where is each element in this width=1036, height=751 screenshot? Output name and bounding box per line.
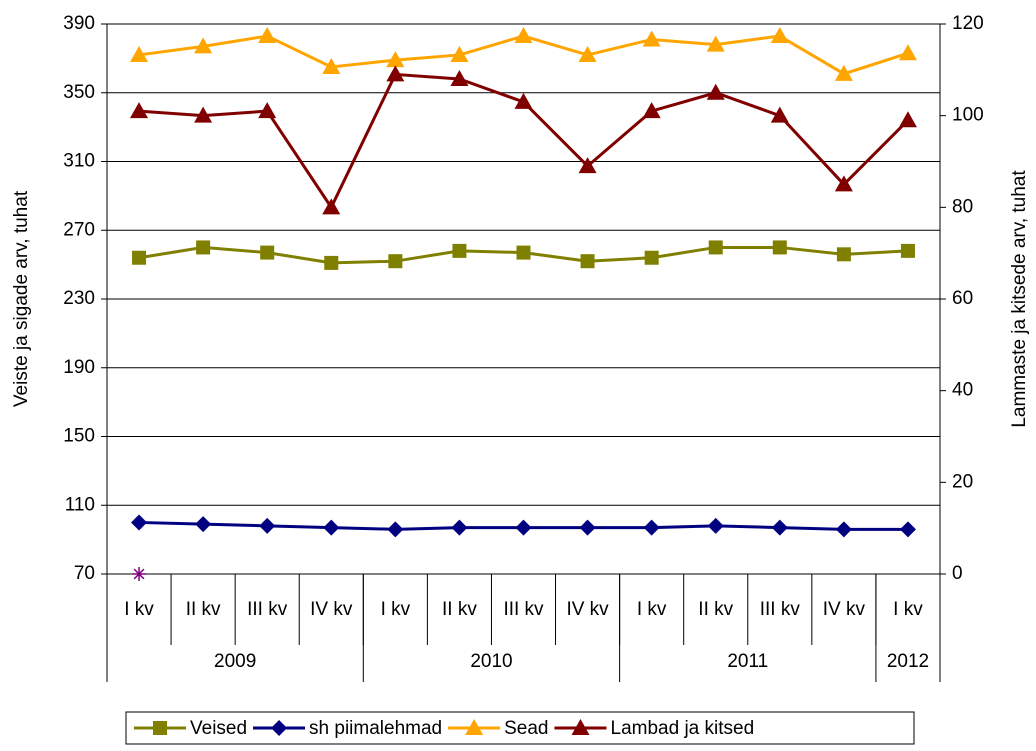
- marker: [132, 250, 147, 265]
- y-tick-label: 150: [63, 426, 95, 447]
- y2-tick-label: 60: [952, 288, 973, 309]
- legend-label: Sead: [504, 718, 548, 739]
- y2-tick-label: 20: [952, 471, 973, 492]
- legend-label: Veised: [190, 718, 247, 739]
- marker: [386, 51, 405, 68]
- marker: [386, 65, 405, 82]
- marker: [258, 27, 277, 44]
- marker: [465, 719, 484, 735]
- marker: [388, 254, 403, 269]
- marker: [451, 519, 468, 536]
- marker: [580, 254, 595, 269]
- marker: [707, 517, 724, 534]
- y-tick-label: 390: [63, 13, 95, 34]
- marker: [132, 567, 147, 581]
- marker: [578, 157, 597, 174]
- marker: [772, 240, 787, 255]
- group-label: 2011: [727, 651, 768, 672]
- x-tick-label: III kv: [503, 599, 544, 620]
- legend-label: sh piimalehmad: [309, 718, 442, 739]
- x-tick-label: I kv: [381, 599, 411, 620]
- y-tick-label: 110: [65, 494, 95, 515]
- marker: [194, 37, 213, 54]
- x-tick-label: IV kv: [310, 599, 353, 620]
- marker: [387, 521, 404, 538]
- y-axis-label: Veiste ja sigade arv, tuhat: [11, 190, 32, 407]
- x-tick-label: II kv: [698, 599, 733, 620]
- marker: [834, 64, 853, 81]
- y-tick-label: 70: [74, 563, 95, 584]
- marker: [835, 521, 852, 538]
- marker: [131, 514, 148, 531]
- marker: [323, 519, 340, 536]
- x-tick-label: III kv: [760, 599, 801, 620]
- group-label: 2010: [470, 651, 512, 672]
- x-tick-label: III kv: [247, 599, 288, 620]
- y2-tick-label: 80: [952, 196, 973, 217]
- marker: [260, 245, 275, 260]
- marker: [450, 45, 469, 62]
- x-tick-label: II kv: [186, 599, 221, 620]
- marker: [516, 245, 531, 260]
- y2-tick-label: 120: [952, 13, 984, 34]
- marker: [708, 240, 723, 255]
- y-tick-label: 190: [63, 357, 95, 378]
- marker: [770, 27, 789, 44]
- x-tick-label: II kv: [442, 599, 477, 620]
- marker: [514, 92, 533, 109]
- marker: [898, 44, 917, 61]
- marker: [898, 111, 917, 128]
- x-tick-label: I kv: [124, 599, 154, 620]
- marker: [771, 519, 788, 536]
- marker: [770, 106, 789, 123]
- marker: [196, 240, 211, 255]
- marker: [900, 243, 915, 258]
- marker: [514, 27, 533, 44]
- x-tick-label: I kv: [893, 599, 923, 620]
- marker: [836, 247, 851, 262]
- marker: [515, 519, 532, 536]
- y2-tick-label: 40: [952, 380, 973, 401]
- marker: [324, 255, 339, 270]
- y-tick-label: 350: [63, 82, 95, 103]
- marker: [130, 45, 149, 62]
- marker: [834, 175, 853, 192]
- group-label: 2012: [887, 651, 929, 672]
- marker: [153, 721, 167, 735]
- x-tick-label: IV kv: [823, 599, 866, 620]
- x-tick-label: I kv: [637, 599, 667, 620]
- marker: [194, 106, 213, 123]
- y-tick-label: 270: [63, 219, 95, 240]
- marker: [450, 70, 469, 86]
- y-tick-label: 310: [63, 151, 95, 172]
- marker: [706, 83, 725, 100]
- x-tick-label: IV kv: [566, 599, 609, 620]
- marker: [322, 198, 341, 215]
- marker: [642, 30, 661, 47]
- y-tick-label: 230: [63, 288, 95, 309]
- marker: [578, 45, 597, 62]
- group-label: 2009: [214, 651, 256, 672]
- y2-axis-label: Lammaste ja kitsede arv, tuhat: [1009, 170, 1030, 428]
- marker: [644, 250, 659, 265]
- marker: [571, 719, 590, 735]
- marker: [259, 517, 276, 534]
- y2-tick-label: 0: [952, 563, 963, 584]
- marker: [271, 720, 288, 736]
- marker: [130, 102, 149, 119]
- marker: [258, 102, 277, 119]
- marker: [579, 519, 596, 536]
- marker: [195, 516, 212, 533]
- legend-label: Lambad ja kitsed: [611, 718, 755, 739]
- y2-tick-label: 100: [952, 105, 984, 126]
- marker: [706, 35, 725, 52]
- marker: [643, 519, 660, 536]
- marker: [642, 102, 661, 119]
- marker: [899, 521, 916, 538]
- marker: [322, 57, 341, 74]
- marker: [452, 243, 467, 258]
